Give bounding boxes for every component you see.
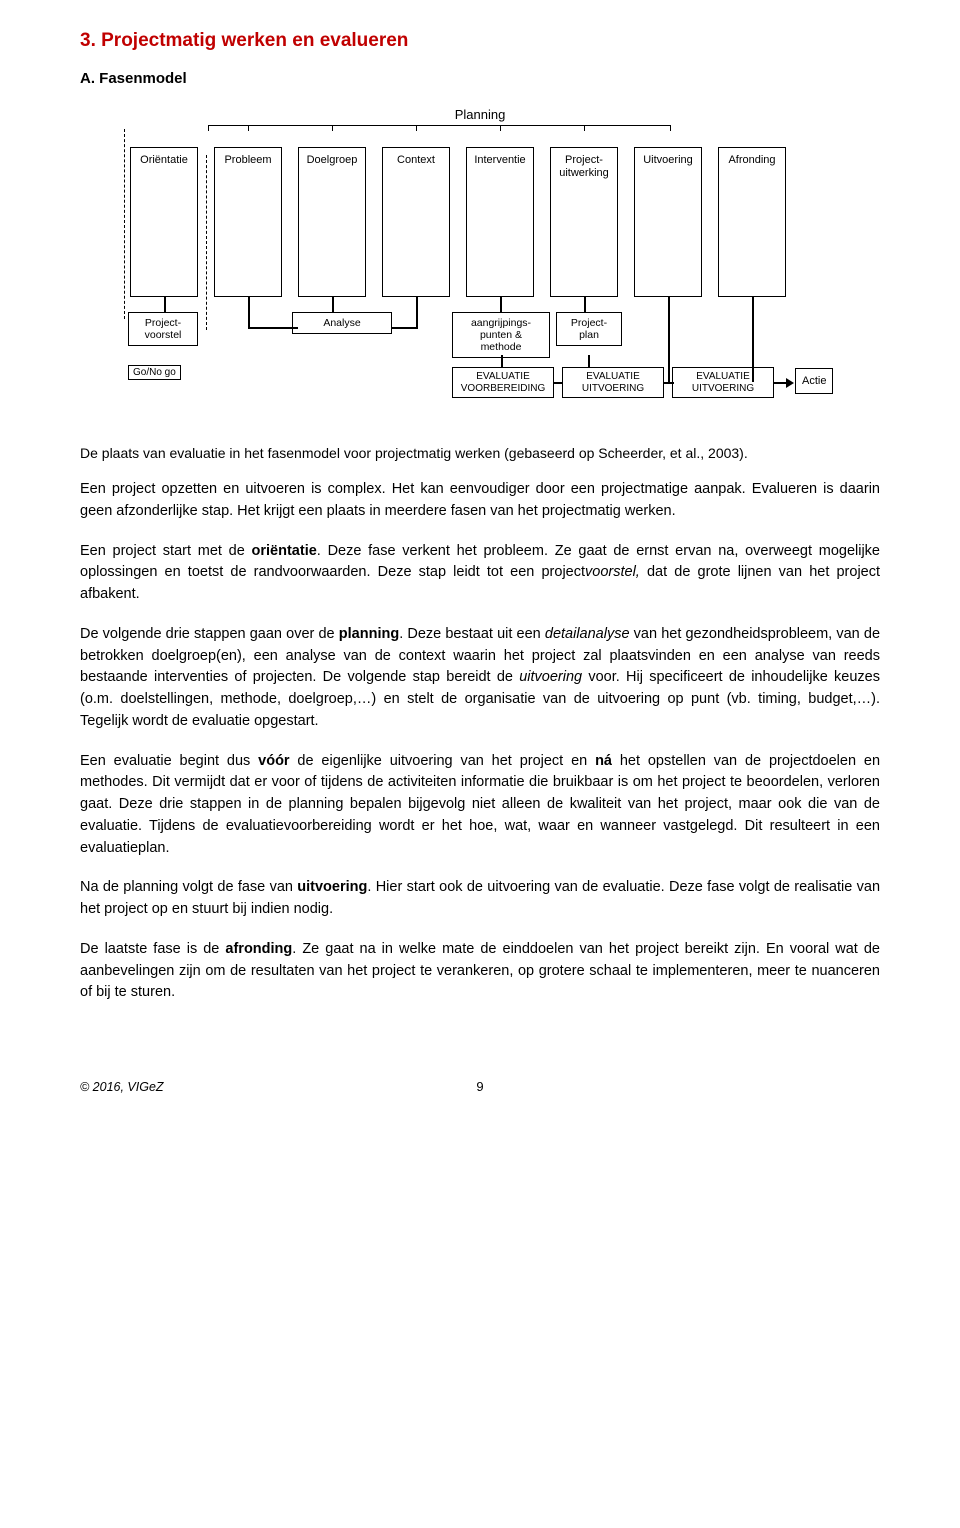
paragraph-6: De laatste fase is de afronding. Ze gaat… — [80, 939, 880, 1004]
italic-text: uitvoering — [519, 669, 582, 685]
copyright-text: © 2016, VIGeZ — [80, 1080, 164, 1094]
bold-text: ná — [595, 753, 612, 769]
page-footer: © 2016, VIGeZ 9 — [80, 1064, 880, 1094]
paragraph-3: De volgende drie stappen gaan over de pl… — [80, 624, 880, 733]
diagram-caption: De plaats van evaluatie in het fasenmode… — [80, 445, 880, 461]
text: Na de planning volgt de fase van — [80, 879, 297, 895]
eval-voorbereiding: EVALUATIEVOORBEREIDING — [452, 367, 554, 398]
text: Een project opzetten en uitvoeren is com… — [80, 481, 880, 519]
dashed-guide — [124, 129, 125, 319]
row2-projectvoorstel: Project-voorstel — [128, 312, 198, 346]
italic-text: detailanalyse — [545, 626, 630, 642]
phase-afronding: Afronding — [718, 147, 786, 297]
planning-label: Planning — [455, 107, 506, 122]
text: Een evaluatie begint dus — [80, 753, 258, 769]
phase-probleem: Probleem — [214, 147, 282, 297]
phase-uitvoering: Uitvoering — [634, 147, 702, 297]
paragraph-1: Een project opzetten en uitvoeren is com… — [80, 479, 880, 523]
fasenmodel-diagram: Planning Oriëntatie Probleem Doelgroep C… — [130, 107, 830, 427]
text: de eigenlijke uitvoering van het project… — [290, 753, 595, 769]
paragraph-2: Een project start met de oriëntatie. Dez… — [80, 541, 880, 606]
row2-projectplan: Project-plan — [556, 312, 622, 346]
phase-orientatie: Oriëntatie — [130, 147, 198, 297]
phase-doelgroep: Doelgroep — [298, 147, 366, 297]
arrow-icon — [786, 378, 794, 388]
text: De laatste fase is de — [80, 941, 225, 957]
row2-aangrijping: aangrijpings-punten &methode — [452, 312, 550, 358]
eval-uitvoering-2: EVALUATIEUITVOERING — [672, 367, 774, 398]
page: 3. Projectmatig werken en evalueren A. F… — [0, 0, 960, 1134]
paragraph-4: Een evaluatie begint dus vóór de eigenli… — [80, 751, 880, 860]
text: Een project start met de — [80, 543, 252, 559]
page-number: 9 — [476, 1079, 483, 1094]
phase-projectuitwerking: Project-uitwerking — [550, 147, 618, 297]
go-nogo-label: Go/No go — [128, 365, 181, 380]
row2-analyse: Analyse — [292, 312, 392, 334]
planning-line — [208, 125, 670, 126]
dashed-guide — [206, 155, 207, 330]
text: De volgende drie stappen gaan over de — [80, 626, 339, 642]
phase-interventie: Interventie — [466, 147, 534, 297]
section-heading: 3. Projectmatig werken en evalueren — [80, 30, 880, 52]
bold-text: uitvoering — [297, 879, 367, 895]
bold-text: oriëntatie — [252, 543, 317, 559]
sub-heading: A. Fasenmodel — [80, 70, 880, 87]
text: . Deze bestaat uit een — [399, 626, 545, 642]
eval-uitvoering-1: EVALUATIEUITVOERING — [562, 367, 664, 398]
paragraph-5: Na de planning volgt de fase van uitvoer… — [80, 877, 880, 921]
italic-text: voorstel, — [585, 564, 640, 580]
phase-context: Context — [382, 147, 450, 297]
bold-text: planning — [339, 626, 399, 642]
actie-box: Actie — [795, 368, 833, 394]
bold-text: afronding — [225, 941, 292, 957]
bold-text: vóór — [258, 753, 289, 769]
